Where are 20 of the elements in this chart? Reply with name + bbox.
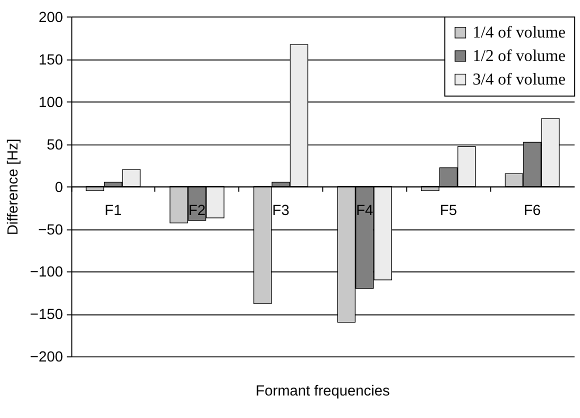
y-axis-title: Difference [Hz] <box>5 138 22 236</box>
y-tick-label: −50 <box>38 222 63 238</box>
y-tick-label: 50 <box>46 137 63 154</box>
legend-label: 3/4 of volume <box>472 69 566 88</box>
x-tick-label: F6 <box>524 203 541 220</box>
y-tick-label: 150 <box>38 52 63 68</box>
x-tick-label: F5 <box>440 203 457 220</box>
legend-label: 1/4 of volume <box>472 22 566 42</box>
x-tick-label: F2 <box>188 203 206 220</box>
y-tick-label: 100 <box>38 94 63 111</box>
legend-label: 1/2 of volume <box>472 46 566 65</box>
y-tick-label: −200 <box>30 350 63 366</box>
y-tick-label: −150 <box>30 307 63 324</box>
x-axis-title: Formant frequencies <box>256 383 390 400</box>
y-tick-label: 200 <box>38 10 63 26</box>
y-tick-label: −100 <box>30 264 63 281</box>
x-tick-label: F4 <box>356 203 374 220</box>
x-tick-label: F3 <box>272 203 290 220</box>
y-tick-label: 0 <box>54 180 63 196</box>
x-tick-label: F1 <box>104 203 122 220</box>
